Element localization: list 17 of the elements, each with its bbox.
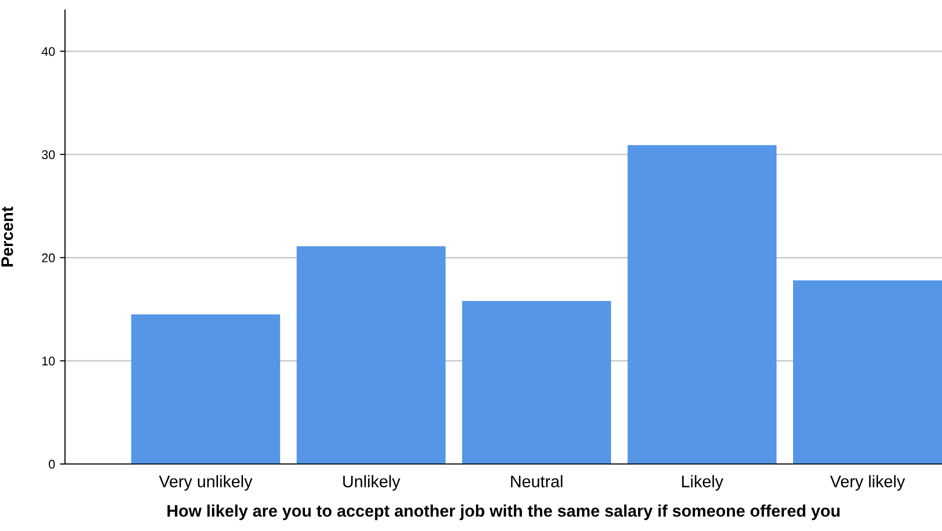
x-tick-label: Very likely [830, 475, 906, 491]
bar [131, 314, 280, 464]
y-tick-label: 0 [48, 460, 55, 469]
x-tick-label: Very unlikely [158, 475, 252, 491]
y-tick-label: 40 [42, 47, 55, 56]
bar [793, 280, 942, 464]
y-tick-label: 20 [42, 253, 55, 262]
x-tick-label: Likely [682, 475, 724, 491]
y-axis-title: Percent [1, 206, 14, 266]
bar [628, 145, 777, 464]
x-tick-label: Neutral [511, 475, 562, 488]
x-tick-label: Unlikely [343, 475, 400, 491]
x-axis-title: How likely are you to accept another job with the same salary if someone offered you [168, 504, 840, 520]
y-tick-label: 10 [42, 356, 55, 366]
bar [462, 300, 612, 464]
bar [296, 246, 446, 464]
y-tick-label: 30 [42, 150, 55, 160]
